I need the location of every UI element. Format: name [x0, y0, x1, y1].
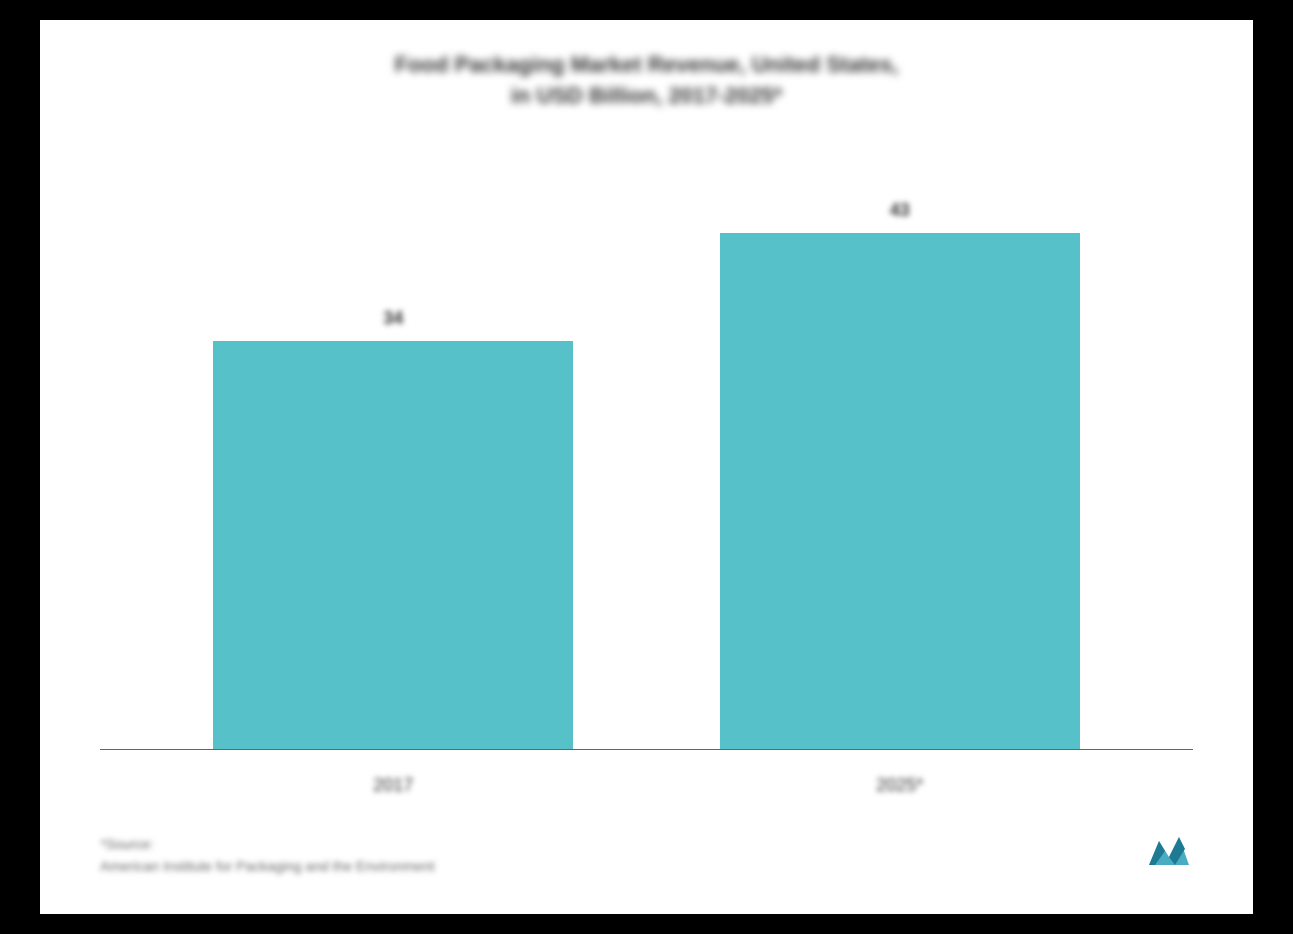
source-text: American Institute for Packaging and the… — [100, 858, 1193, 874]
bars-area: 34 43 — [100, 152, 1193, 750]
brand-logo — [1145, 829, 1193, 874]
chart-title-line1: Food Packaging Market Revenue, United St… — [395, 52, 899, 77]
x-label-1: 2025* — [720, 775, 1080, 796]
chart-footer: *Source: American Institute for Packagin… — [100, 826, 1193, 874]
bar-value-0: 34 — [383, 308, 403, 329]
chart-title-line2: in USD Billion, 2017-2025* — [511, 83, 782, 108]
bar-value-1: 43 — [890, 200, 910, 221]
chart-title: Food Packaging Market Revenue, United St… — [100, 50, 1193, 112]
bar-wrapper-0: 34 — [213, 308, 573, 749]
logo-icon — [1145, 829, 1193, 869]
chart-container: Food Packaging Market Revenue, United St… — [40, 20, 1253, 914]
x-label-0: 2017 — [213, 775, 573, 796]
x-axis-labels: 2017 2025* — [100, 760, 1193, 796]
bar-wrapper-1: 43 — [720, 200, 1080, 749]
bar-1 — [720, 233, 1080, 749]
bar-0 — [213, 341, 573, 749]
source-label: *Source: — [100, 836, 1193, 852]
